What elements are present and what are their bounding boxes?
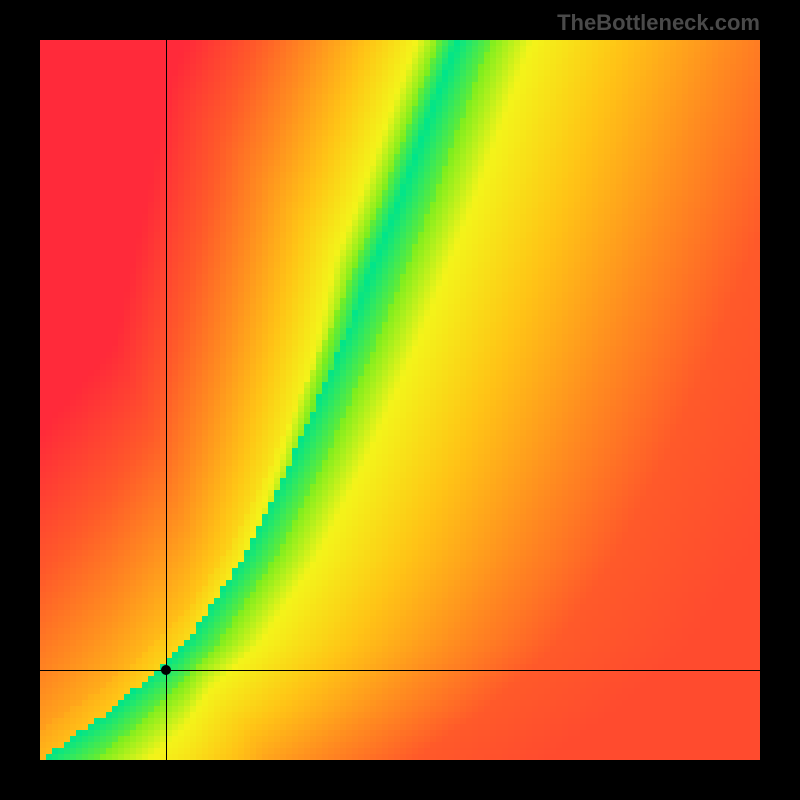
heatmap-plot [40,40,760,760]
heatmap-canvas [40,40,760,760]
crosshair-horizontal [40,670,760,671]
selection-marker [161,665,171,675]
watermark-text: TheBottleneck.com [557,10,760,36]
crosshair-vertical [166,40,167,760]
